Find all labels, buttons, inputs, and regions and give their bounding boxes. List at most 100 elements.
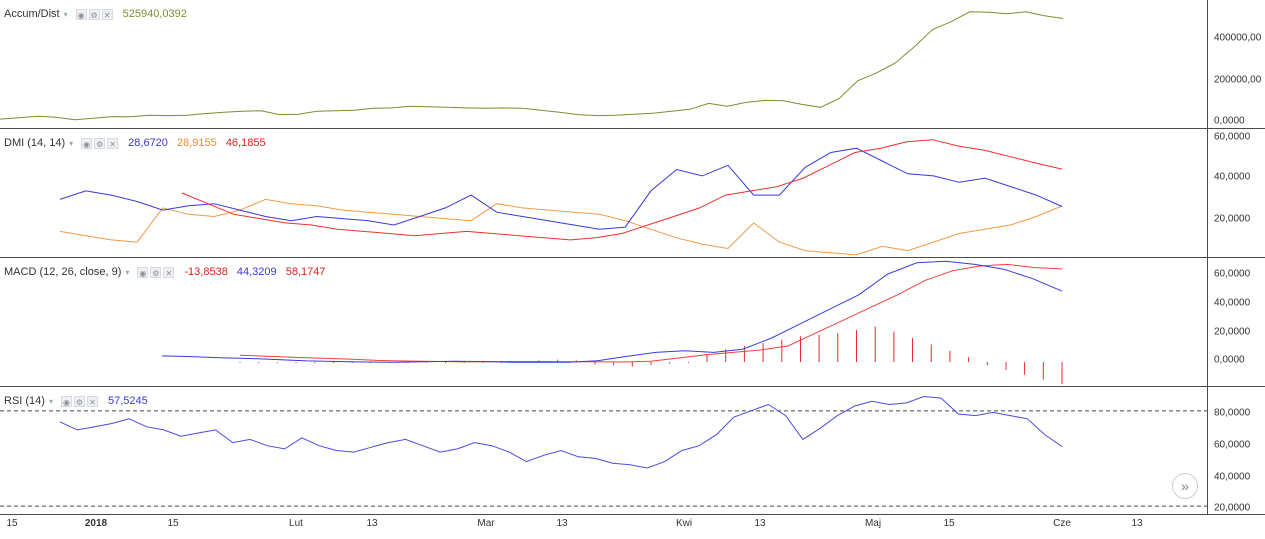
y-tick: 200000,00 (1214, 74, 1262, 86)
histogram-bar (631, 362, 633, 367)
gear-icon[interactable]: ⚙ (73, 395, 85, 407)
x-tick-label: Mar (477, 518, 495, 529)
gear-icon[interactable]: ⚙ (150, 266, 162, 278)
close-icon[interactable]: ✕ (101, 8, 113, 20)
legend-accum-dist: Accum/Dist ▾ ◉ ⚙ ✕ 525940,0392 (4, 8, 193, 20)
histogram-bar (445, 362, 446, 363)
eye-icon[interactable]: ◉ (75, 8, 87, 20)
histogram-bar (837, 333, 839, 362)
macd-line (161, 260, 1063, 363)
adx-value: 46,1855 (225, 137, 266, 149)
legend-dmi: DMI (14, 14) ▾ ◉ ⚙ ✕ 28,6720 28,9155 46,… (4, 137, 272, 149)
caret-icon[interactable]: ▾ (69, 138, 74, 148)
y-tick: 60,0000 (1214, 131, 1251, 143)
signal-line (239, 263, 1063, 363)
histogram-bar (762, 342, 764, 362)
caret-icon[interactable]: ▾ (48, 396, 53, 406)
x-tick-label: 2018 (84, 518, 108, 529)
histogram-bar (594, 362, 596, 365)
histogram-bar (818, 334, 820, 362)
pane-divider[interactable] (0, 257, 1265, 258)
histogram-bar (482, 362, 484, 363)
histogram-bar (800, 336, 801, 362)
macd-value: 44,3209 (236, 266, 277, 278)
legend-rsi: RSI (14) ▾ ◉ ⚙ ✕ 57,5245 (4, 395, 154, 407)
ad-value: 525940,0392 (122, 8, 187, 20)
histogram-bar (239, 362, 241, 363)
histogram-bar (669, 362, 671, 364)
close-icon[interactable]: ✕ (107, 137, 119, 149)
x-tick-label: Cze (1053, 518, 1071, 529)
adx-line (181, 139, 1063, 241)
eye-icon[interactable]: ◉ (60, 395, 72, 407)
histogram-bar (501, 362, 502, 363)
y-tick: 20,0000 (1214, 213, 1251, 225)
eye-icon[interactable]: ◉ (137, 266, 149, 278)
caret-icon[interactable]: ▾ (63, 9, 68, 19)
y-tick: 0,0000 (1214, 354, 1245, 366)
gear-icon[interactable]: ⚙ (94, 137, 106, 149)
x-tick-label: Kwi (675, 518, 693, 529)
histogram-bar (575, 360, 577, 362)
histogram-bar (351, 362, 353, 363)
histogram-bar (1061, 362, 1063, 385)
ad-line (0, 11, 1064, 121)
y-tick: 60,0000 (1214, 439, 1251, 451)
dmi-plus-value: 28,6720 (128, 137, 168, 149)
rsi-plot (0, 395, 1207, 507)
dmi-minus-line (59, 198, 1063, 256)
time-axis-border (0, 514, 1265, 515)
dmi-plot (59, 139, 1063, 256)
rsi-value: 57,5245 (107, 395, 148, 407)
eye-icon[interactable]: ◉ (81, 137, 93, 149)
histogram-bar (874, 326, 876, 362)
y-tick: 20,0000 (1214, 326, 1251, 338)
caret-icon[interactable]: ▾ (125, 267, 130, 277)
rsi-line (59, 395, 1063, 469)
histogram-bar (986, 362, 988, 366)
indicator-name: Accum/Dist (4, 8, 60, 20)
histogram-bar (314, 362, 316, 363)
close-icon[interactable]: ✕ (163, 266, 175, 278)
histogram-bar (687, 362, 689, 363)
pane-divider[interactable] (0, 128, 1265, 129)
x-tick-label: 15 (943, 518, 955, 529)
x-tick-label: Lut (289, 518, 303, 529)
histogram-bar (968, 357, 970, 362)
y-tick: 40,0000 (1214, 171, 1251, 183)
histogram-bar (295, 362, 297, 363)
histogram-bar (332, 362, 334, 363)
pane-rsi: RSI (14) ▾ ◉ ⚙ ✕ 57,5245 80,0000 60,0000… (0, 387, 1265, 514)
price-axis-border (1207, 258, 1208, 386)
histogram-bar (276, 362, 278, 363)
macd-plot (161, 260, 1063, 385)
legend-macd: MACD (12, 26, close, 9) ▾ ◉ ⚙ ✕ -13,8538… (4, 266, 331, 278)
histogram-bar (613, 362, 615, 366)
signal-value: 58,1747 (285, 266, 326, 278)
pane-dmi: DMI (14, 14) ▾ ◉ ⚙ ✕ 28,6720 28,9155 46,… (0, 129, 1265, 257)
histogram-bar (949, 350, 951, 362)
y-tick: 20,0000 (1214, 502, 1251, 514)
time-axis[interactable] (0, 514, 1265, 539)
x-tick-label: 15 (6, 518, 18, 529)
histogram-value: -13,8538 (184, 266, 228, 278)
gear-icon[interactable]: ⚙ (88, 8, 100, 20)
histogram-bar (1042, 362, 1044, 380)
histogram-bar (743, 346, 745, 362)
histogram-bar (463, 362, 465, 363)
x-tick-label: 13 (754, 518, 766, 529)
histogram-bar (781, 339, 783, 362)
histogram-bar (912, 338, 913, 362)
y-tick: 0,0000 (1214, 115, 1245, 127)
dmi-plus-line (59, 147, 1063, 230)
histogram-bar (706, 354, 708, 362)
x-tick-label: 13 (1131, 518, 1143, 529)
pane-divider[interactable] (0, 386, 1265, 387)
histogram-bar (258, 362, 260, 363)
close-icon[interactable]: ✕ (86, 395, 98, 407)
indicator-name: DMI (14, 14) (4, 137, 66, 149)
scroll-to-realtime-button[interactable]: » (1172, 473, 1198, 499)
indicator-name: RSI (14) (4, 395, 45, 407)
histogram-bar (650, 362, 652, 366)
histogram-bar (893, 331, 895, 362)
